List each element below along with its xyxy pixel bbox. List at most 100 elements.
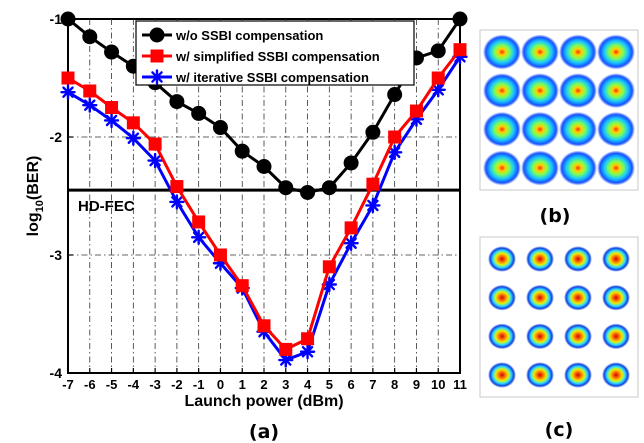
constellation-symbol [559, 35, 597, 70]
constellation-symbol [526, 362, 554, 388]
data-point [258, 319, 271, 332]
x-tick-label: 1 [239, 377, 246, 392]
constellation-symbol [488, 323, 516, 349]
data-point [235, 144, 250, 159]
constellation-symbol [564, 246, 592, 272]
x-tick-label: -7 [62, 377, 74, 392]
x-tick-label: 6 [347, 377, 354, 392]
data-point [105, 114, 118, 127]
legend: w/o SSBI compensation w/ simplified SSBI … [136, 21, 414, 85]
data-point [82, 29, 97, 44]
y-tick-label: -2 [50, 129, 63, 145]
constellation-symbol [483, 151, 521, 186]
constellation-symbol [521, 151, 559, 186]
constellation-symbol [521, 112, 559, 147]
data-point [83, 84, 96, 97]
data-point [301, 345, 314, 358]
data-point [170, 180, 183, 193]
x-tick-label: 2 [260, 377, 267, 392]
data-point [149, 138, 162, 151]
legend-marker [151, 71, 164, 84]
data-point [169, 94, 184, 109]
constellation-symbol [488, 246, 516, 272]
data-point [453, 12, 468, 27]
data-point [388, 131, 401, 144]
hd-fec-label: HD-FEC [78, 198, 135, 215]
x-tick-label: 8 [391, 377, 398, 392]
y-axis-label-subscript: 10 [34, 200, 46, 212]
data-point [387, 87, 402, 102]
constellation-symbol [564, 323, 592, 349]
data-point [300, 185, 315, 200]
x-tick-label: -4 [128, 377, 140, 392]
constellation-symbol [521, 35, 559, 70]
x-tick-label: -5 [106, 377, 118, 392]
data-point [432, 72, 445, 85]
constellation-symbol [597, 35, 635, 70]
constellation-symbol [488, 362, 516, 388]
x-tick-label: -3 [149, 377, 161, 392]
data-point [344, 155, 359, 170]
data-point [104, 45, 119, 60]
constellation-symbol [526, 285, 554, 311]
data-point [279, 343, 292, 356]
constellation-symbol [526, 323, 554, 349]
panel-b-label: (b) [540, 205, 571, 227]
x-tick-label: -1 [193, 377, 205, 392]
y-axis-label: log10(BER) [25, 156, 46, 237]
data-point [105, 101, 118, 114]
constellation-symbol [597, 151, 635, 186]
data-point [365, 125, 380, 140]
x-tick-label: 5 [326, 377, 333, 392]
data-point [323, 260, 336, 273]
data-point [322, 180, 337, 195]
y-tick-label: -1 [50, 11, 63, 27]
data-point [431, 43, 446, 58]
data-point [366, 199, 379, 212]
data-point [127, 132, 140, 145]
panel-c-label: (c) [545, 419, 574, 441]
data-point [127, 116, 140, 129]
constellation-symbol [483, 35, 521, 70]
data-point [410, 105, 423, 118]
constellation-symbol [564, 362, 592, 388]
constellation-symbol [602, 323, 630, 349]
y-tick-label: -4 [50, 365, 63, 381]
constellation-symbol [488, 285, 516, 311]
data-point [454, 43, 467, 56]
y-axis-label-base: log [25, 212, 42, 236]
constellation-symbol [602, 285, 630, 311]
x-tick-label: 4 [304, 377, 312, 392]
constellation-symbol [597, 112, 635, 147]
constellation-symbol [602, 362, 630, 388]
data-point [192, 231, 205, 244]
constellation-symbol [597, 73, 635, 108]
data-point [366, 178, 379, 191]
data-point [83, 99, 96, 112]
constellation-panel-c [480, 237, 638, 397]
constellation-symbol [564, 285, 592, 311]
data-point [170, 195, 183, 208]
data-point [62, 72, 75, 85]
panel-a-label: (a) [249, 421, 279, 443]
y-tick-label: -3 [50, 247, 63, 263]
data-point [257, 159, 272, 174]
legend-marker [150, 28, 165, 43]
y-axis-label-rest: (BER) [25, 156, 42, 200]
x-tick-label: 0 [217, 377, 224, 392]
legend-marker [151, 50, 164, 63]
x-tick-label: 7 [369, 377, 376, 392]
constellation-symbol [559, 73, 597, 108]
x-axis-label: Launch power (dBm) [184, 393, 343, 410]
data-point [236, 279, 249, 292]
data-point [191, 106, 206, 121]
constellation-symbol [559, 112, 597, 147]
data-point [213, 120, 228, 135]
x-tick-label: 10 [431, 377, 445, 392]
x-tick-label: 3 [282, 377, 289, 392]
x-tick-label: -6 [84, 377, 96, 392]
legend-label: w/o SSBI compensation [175, 28, 323, 43]
x-tick-label: -2 [171, 377, 183, 392]
legend-label: w/ simplified SSBI compensation [175, 49, 380, 64]
